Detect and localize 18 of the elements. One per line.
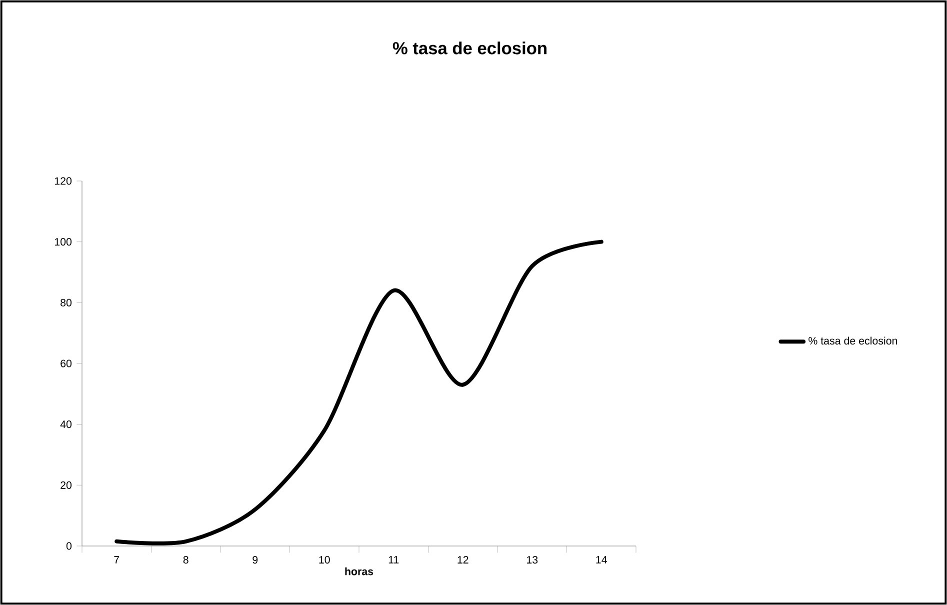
y-tick-label: 40	[60, 420, 72, 428]
y-tick-label: 60	[60, 360, 72, 368]
legend-label: % tasa de eclosion	[808, 336, 898, 345]
x-tick-label: 11	[388, 556, 399, 564]
y-tick-label: 120	[54, 177, 72, 185]
y-tick-label: 20	[60, 481, 72, 489]
chart-title: % tasa de eclosion	[392, 42, 546, 54]
x-tick-label: 8	[183, 556, 188, 564]
y-tick-label: 80	[60, 298, 72, 306]
x-tick-label: 10	[319, 556, 330, 564]
x-tick-label: 9	[252, 556, 258, 564]
y-tick-label: 0	[66, 542, 72, 550]
x-tick-label: 12	[458, 556, 468, 564]
x-tick-label: 7	[114, 556, 120, 564]
x-tick-label: 14	[596, 556, 607, 564]
y-tick-label: 100	[54, 238, 72, 246]
x-axis-title: horas	[345, 567, 374, 576]
x-tick-label: 13	[527, 556, 538, 564]
